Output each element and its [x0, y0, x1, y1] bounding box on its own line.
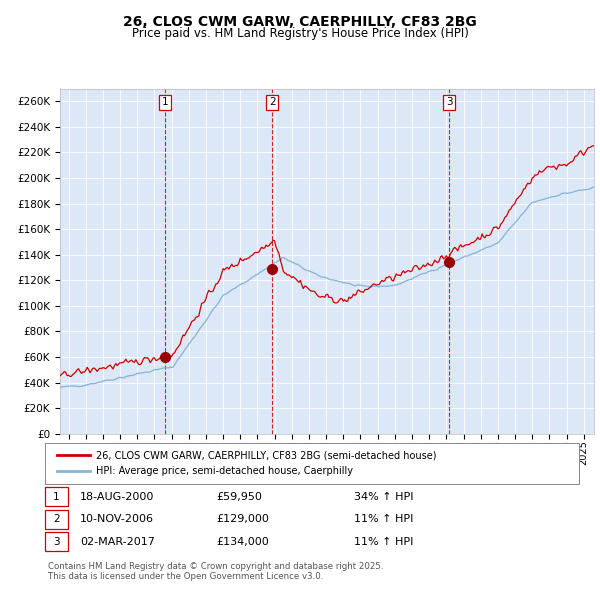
Text: Price paid vs. HM Land Registry's House Price Index (HPI): Price paid vs. HM Land Registry's House …	[131, 27, 469, 40]
Text: 10-NOV-2006: 10-NOV-2006	[80, 514, 154, 524]
Text: 02-MAR-2017: 02-MAR-2017	[80, 537, 155, 546]
Text: 34% ↑ HPI: 34% ↑ HPI	[354, 492, 413, 502]
Text: £59,950: £59,950	[216, 492, 262, 502]
Text: £134,000: £134,000	[216, 537, 269, 546]
Text: 2: 2	[269, 97, 275, 107]
Text: £129,000: £129,000	[216, 514, 269, 524]
Text: Contains HM Land Registry data © Crown copyright and database right 2025.
This d: Contains HM Land Registry data © Crown c…	[48, 562, 383, 581]
Text: 1: 1	[53, 492, 60, 502]
Text: 11% ↑ HPI: 11% ↑ HPI	[354, 537, 413, 546]
Text: 26, CLOS CWM GARW, CAERPHILLY, CF83 2BG: 26, CLOS CWM GARW, CAERPHILLY, CF83 2BG	[123, 15, 477, 29]
Text: 3: 3	[446, 97, 452, 107]
Text: 18-AUG-2000: 18-AUG-2000	[80, 492, 154, 502]
Text: 3: 3	[53, 537, 60, 546]
Text: 2: 2	[53, 514, 60, 524]
Text: 11% ↑ HPI: 11% ↑ HPI	[354, 514, 413, 524]
Text: 26, CLOS CWM GARW, CAERPHILLY, CF83 2BG (semi-detached house): 26, CLOS CWM GARW, CAERPHILLY, CF83 2BG …	[96, 450, 437, 460]
Text: HPI: Average price, semi-detached house, Caerphilly: HPI: Average price, semi-detached house,…	[96, 466, 353, 476]
Text: 1: 1	[162, 97, 169, 107]
